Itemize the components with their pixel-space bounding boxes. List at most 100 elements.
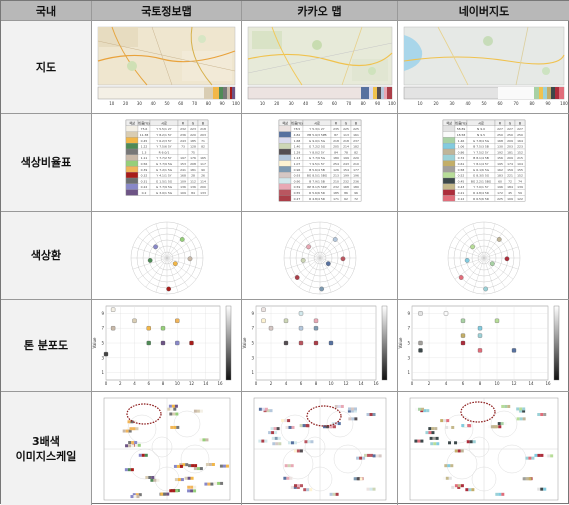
scale-swatch xyxy=(271,431,275,435)
wheel-spoke xyxy=(166,257,179,293)
ratio-cell-text: 225 xyxy=(497,197,503,201)
scale-swatch xyxy=(501,492,505,496)
ratio-cell-text: 0.55 xyxy=(294,191,301,195)
ratio-cell-text: 235 xyxy=(333,127,339,131)
scale-swatch xyxy=(495,492,499,496)
colorbar-tick: 90 xyxy=(545,101,551,106)
wheel-dot xyxy=(166,286,172,292)
scale-swatch xyxy=(443,419,447,423)
wheel-spoke xyxy=(319,257,355,270)
ratio-swatch xyxy=(278,148,292,155)
wheel-spoke xyxy=(166,257,202,270)
scale-swatch xyxy=(207,482,211,486)
ratio-naver: 색상 비율(%) 시료 R G B 58.89 N 9.0 227 227 227 18.58 N 9.… xyxy=(398,114,569,212)
scale-swatch xyxy=(306,488,310,492)
scale-swatch xyxy=(225,464,229,468)
scale-cluster xyxy=(304,436,326,458)
tone-x-tick: 6 xyxy=(300,381,303,386)
scale-swatch xyxy=(447,464,451,468)
scale-swatch xyxy=(196,409,200,413)
tone-point xyxy=(146,340,151,346)
scale-swatch xyxy=(428,427,432,431)
ratio-cell-text: 152 xyxy=(517,150,523,154)
tone-point xyxy=(298,311,304,316)
ratio-cell-text: 73 xyxy=(181,145,185,149)
ratio-cell-text: Y 7.5/2 5Y xyxy=(473,150,488,154)
ratio-cell-text: 113 xyxy=(343,133,349,137)
colorbar-tick: 50 xyxy=(164,101,170,106)
ratio-cell-text: 220 xyxy=(353,156,359,160)
tone-plot-naver: 0 2 4 6 8 10 12 14 16 1 3 5 7 9 Value xyxy=(398,305,560,386)
scale-swatch xyxy=(356,456,360,460)
scale-swatch xyxy=(522,417,526,421)
colorbar-tick: 20 xyxy=(274,101,280,106)
tone-y-label: Value xyxy=(398,337,403,349)
scale-swatch xyxy=(522,477,526,481)
tone-x-tick: 14 xyxy=(203,381,209,386)
ratio-cell-text: 84 xyxy=(334,150,338,154)
wheel-guktojeongbo xyxy=(92,212,242,300)
tone-y-tick: 7 xyxy=(101,326,104,331)
tone-point xyxy=(103,351,109,357)
scale-swatch xyxy=(135,427,139,431)
scale-swatch xyxy=(519,409,523,413)
scale-swatch xyxy=(418,407,422,411)
ratio-cell-text: 232 xyxy=(343,179,349,183)
ratio-cell-text: 122 xyxy=(517,197,523,201)
scale-swatch xyxy=(466,440,470,444)
scale-swatch xyxy=(471,488,475,492)
tone-x-tick: 0 xyxy=(255,381,258,386)
scale-swatch xyxy=(261,407,265,411)
scale-swatch xyxy=(284,419,288,423)
tone-point xyxy=(418,311,423,316)
wheel-spoke xyxy=(290,257,321,280)
tone-x-tick: 2 xyxy=(270,381,273,386)
ratio-cell-text: 1.06 xyxy=(458,145,465,149)
tone-x-tick: 4 xyxy=(133,381,136,386)
ratio-table-header: 시료 xyxy=(161,121,167,125)
colorbar-tick: 90 xyxy=(220,101,226,106)
ratio-cell-text: 168 xyxy=(180,174,186,178)
ratio-cell-text: 223 xyxy=(190,127,196,131)
ratio-cell-text: 0.45 xyxy=(458,179,465,183)
scale-swatch xyxy=(528,477,532,481)
wheel-spoke xyxy=(298,257,321,288)
ratio-cell-text: 1.07 xyxy=(294,162,301,166)
tone-point xyxy=(261,307,266,312)
ratio-swatch xyxy=(442,154,456,161)
ratio-table-header: 시료 xyxy=(478,121,484,125)
tone-point xyxy=(418,340,423,346)
ratio-swatch xyxy=(442,137,456,144)
tone-y-tick: 3 xyxy=(101,355,104,360)
scale-naver xyxy=(398,392,569,505)
scale-swatch xyxy=(222,464,226,468)
tone-y-label: Value xyxy=(92,337,97,349)
scale-swatch xyxy=(367,453,371,457)
scale-cluster xyxy=(127,414,157,444)
tone-point xyxy=(460,340,466,346)
wheel-spoke xyxy=(483,228,506,259)
scale-swatch xyxy=(261,439,265,443)
tone-y-label: Value xyxy=(242,337,247,349)
hue-wheel-kakao xyxy=(283,221,357,295)
ratio-cell-text: 26 xyxy=(201,174,205,178)
ratio-cell-text: 112 xyxy=(190,179,196,183)
scale-swatch xyxy=(275,442,279,446)
ratio-cell-text: 114 xyxy=(200,179,206,183)
wheel-spoke xyxy=(483,257,496,293)
scale-swatch xyxy=(490,425,494,429)
scale-swatch xyxy=(540,413,544,417)
wheel-spoke xyxy=(145,257,168,288)
scale-swatch xyxy=(350,409,354,413)
ratio-cell-text: G 8.3/5 5G xyxy=(473,174,490,178)
scale-swatch xyxy=(445,476,449,480)
scale-swatch xyxy=(461,424,465,428)
scale-swatch xyxy=(537,413,541,417)
ratio-cell-text: 109 xyxy=(180,191,186,195)
scale-swatch xyxy=(290,441,294,445)
tone-x-tick: 10 xyxy=(494,381,500,386)
scale-swatch xyxy=(211,462,215,466)
scale-swatch xyxy=(133,420,137,424)
scale-swatch xyxy=(193,485,197,489)
scale-swatch xyxy=(173,425,177,429)
